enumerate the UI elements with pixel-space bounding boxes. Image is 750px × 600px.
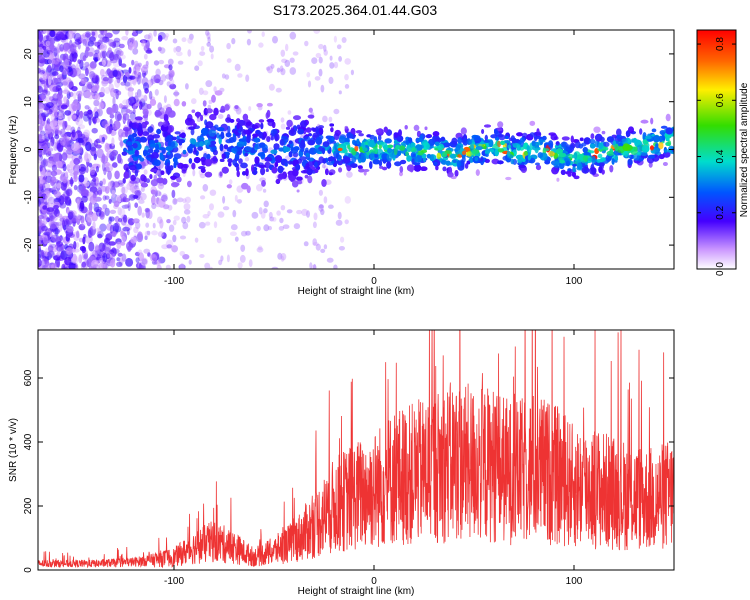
snr-line-chart [38,330,674,569]
top-x-tick-label: 100 [566,276,583,287]
top-x-tick-label: -100 [164,276,184,287]
top-y-axis-label: Frequency (Hz) [8,116,19,185]
top-y-tick-label: -20 [23,237,34,252]
bottom-y-tick-label: 400 [23,433,34,450]
chart-title: S173.2025.364.01.44.G03 [272,2,438,18]
top-y-tick-label: 0 [23,146,34,152]
colorbar-tick-label: 0.0 [715,262,726,276]
top-y-tick-label: -10 [23,190,34,205]
top-y-tick-label: 10 [23,96,34,108]
top-x-axis-label: Height of straight line (km) [298,286,415,297]
colorbar-label: Normalized spectral amplitude [739,82,750,217]
bottom-x-tick-label: 0 [371,576,377,587]
top-x-tick-label: 0 [371,276,377,287]
bottom-y-tick-label: 0 [23,567,34,573]
bottom-y-tick-label: 200 [23,497,34,514]
colorbar-tick-label: 0.4 [715,149,726,163]
colorbar-ticks: 0.0 0.2 0.4 0.6 0.8 [697,37,736,276]
spectrogram-heatmap [38,30,674,269]
bottom-x-axis-label: Height of straight line (km) [298,586,415,597]
bottom-plot-frame [37,329,675,571]
colorbar [696,29,737,270]
bottom-x-tick-label: -100 [164,576,184,587]
colorbar-tick-label: 0.8 [715,37,726,51]
colorbar-tick-label: 0.2 [715,205,726,219]
bottom-y-axis-label: SNR (10 * v/v) [8,418,19,482]
bottom-y-tick-label: 600 [23,369,34,386]
bottom-axes: -100 0 100 0 200 400 600 [23,330,674,587]
bottom-x-tick-label: 100 [566,576,583,587]
colorbar-tick-label: 0.6 [715,93,726,107]
top-y-tick-label: 20 [23,48,34,60]
snr-series-line [38,330,674,569]
